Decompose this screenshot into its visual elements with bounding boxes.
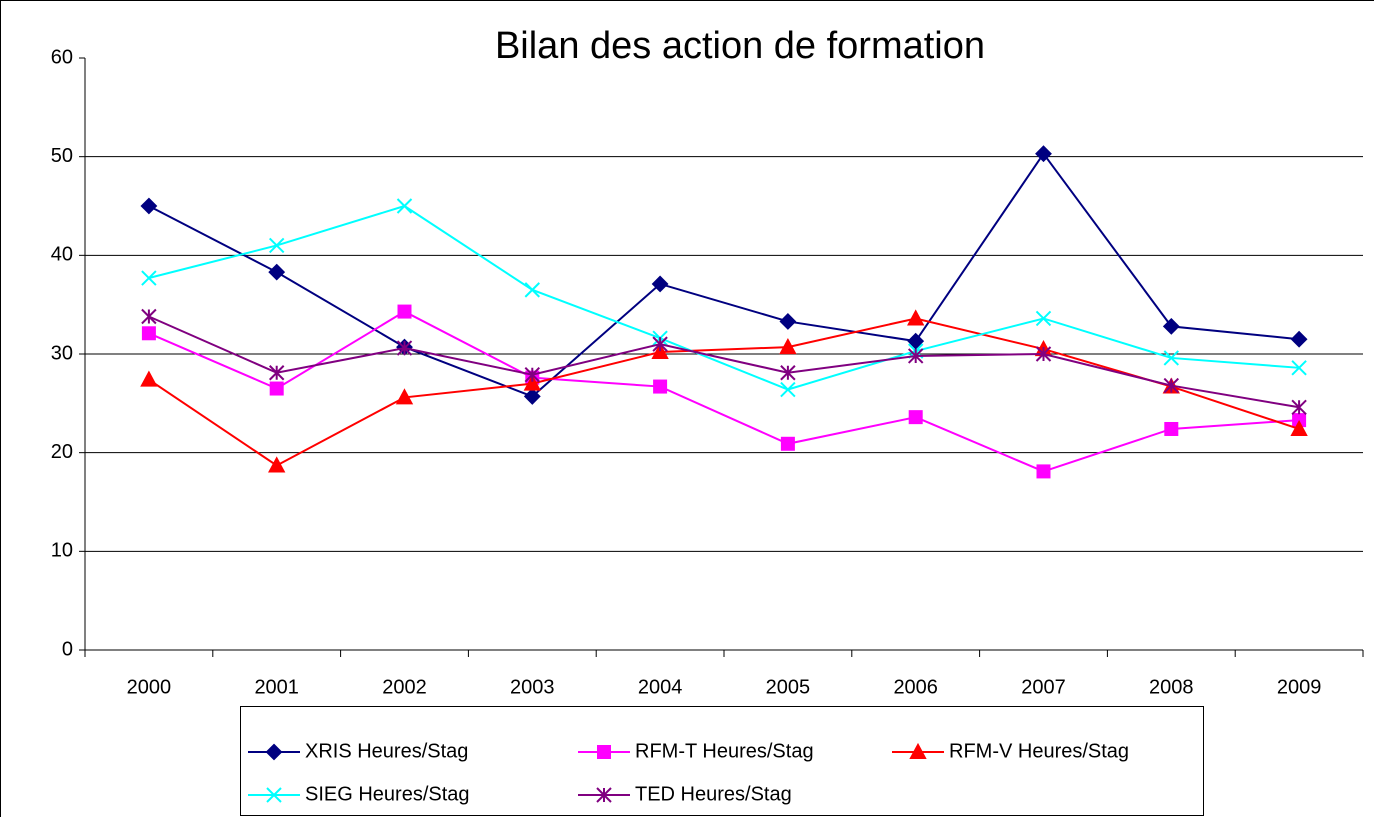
x-tick-label: 2003 <box>510 676 555 698</box>
y-tick-label: 60 <box>51 46 73 68</box>
marker <box>141 270 157 286</box>
marker <box>907 309 925 326</box>
legend-label: TED Heures/Stag <box>635 783 792 805</box>
marker <box>780 381 796 398</box>
marker <box>596 787 612 803</box>
y-tick-label: 10 <box>51 540 73 562</box>
marker <box>907 348 924 364</box>
legend-label: RFM-V Heures/Stag <box>949 740 1129 762</box>
x-tick-label: 2005 <box>766 676 811 698</box>
marker <box>141 326 156 341</box>
marker <box>780 436 795 451</box>
marker <box>397 304 412 319</box>
marker <box>396 340 413 356</box>
marker <box>395 388 414 405</box>
marker <box>140 197 158 215</box>
x-tick-label: 2006 <box>893 676 938 698</box>
series-line <box>148 204 1300 391</box>
marker <box>140 370 158 387</box>
x-tick-label: 2009 <box>1277 676 1322 698</box>
legend-label: RFM-T Heures/Stag <box>635 740 814 762</box>
marker <box>780 365 796 381</box>
marker <box>1036 464 1051 479</box>
series-line <box>148 317 1300 467</box>
marker <box>1290 419 1308 436</box>
legend-box <box>240 706 1204 816</box>
marker <box>1162 317 1180 335</box>
x-tick-label: 2000 <box>127 676 172 698</box>
series-line <box>148 310 1300 473</box>
legend: XRIS Heures/Stag RFM-T Heures/Stag RFM-V H… <box>240 706 1204 816</box>
y-tick-label: 0 <box>62 638 73 660</box>
y-tick-label: 40 <box>51 244 73 266</box>
marker <box>1163 377 1180 394</box>
marker <box>1290 330 1308 348</box>
marker <box>1163 350 1180 366</box>
marker <box>651 275 669 293</box>
marker <box>141 308 157 325</box>
series-line <box>148 151 1300 398</box>
marker <box>909 742 927 759</box>
marker <box>396 198 413 214</box>
marker <box>1035 310 1052 327</box>
marker <box>268 456 286 473</box>
marker <box>908 410 923 425</box>
x-tick-label: 2008 <box>1149 676 1194 698</box>
marker <box>652 336 668 352</box>
marker <box>524 367 541 383</box>
marker <box>653 379 668 394</box>
marker <box>268 263 286 281</box>
y-tick-label: 30 <box>51 342 73 364</box>
marker <box>651 342 669 360</box>
marker <box>597 745 611 759</box>
marker <box>265 743 283 761</box>
marker <box>269 381 284 396</box>
marker <box>1291 399 1307 415</box>
marker <box>779 313 797 330</box>
marker <box>268 365 285 381</box>
legend-label: XRIS Heures/Stag <box>305 740 468 762</box>
y-tick-label: 50 <box>51 145 73 167</box>
marker <box>1035 346 1052 362</box>
y-tick-label: 20 <box>51 441 73 463</box>
marker <box>907 332 925 350</box>
marker <box>266 787 282 803</box>
marker <box>523 374 541 391</box>
marker <box>523 388 541 405</box>
series-line <box>148 315 1300 409</box>
legend-label: SIEG Heures/Stag <box>305 783 470 805</box>
marker <box>1291 360 1307 376</box>
x-tick-label: 2001 <box>254 676 299 698</box>
marker <box>1035 145 1052 163</box>
marker <box>779 337 797 355</box>
x-tick-label: 2004 <box>638 676 683 698</box>
marker <box>268 237 285 254</box>
x-tick-label: 2007 <box>1021 676 1066 698</box>
x-tick-label: 2002 <box>382 676 427 698</box>
chart-title: Bilan des action de formation <box>495 25 985 67</box>
marker <box>1164 421 1179 436</box>
marker <box>524 282 541 298</box>
